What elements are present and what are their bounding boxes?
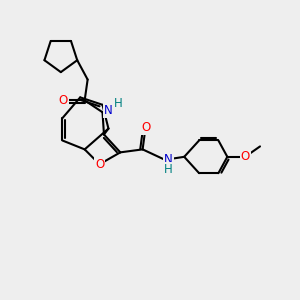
Text: H: H — [114, 98, 122, 110]
Text: O: O — [58, 94, 68, 107]
Text: N: N — [103, 104, 112, 117]
Text: O: O — [95, 158, 104, 171]
Text: O: O — [141, 121, 150, 134]
Text: H: H — [164, 163, 173, 176]
Text: N: N — [164, 153, 173, 166]
Text: O: O — [241, 150, 250, 163]
